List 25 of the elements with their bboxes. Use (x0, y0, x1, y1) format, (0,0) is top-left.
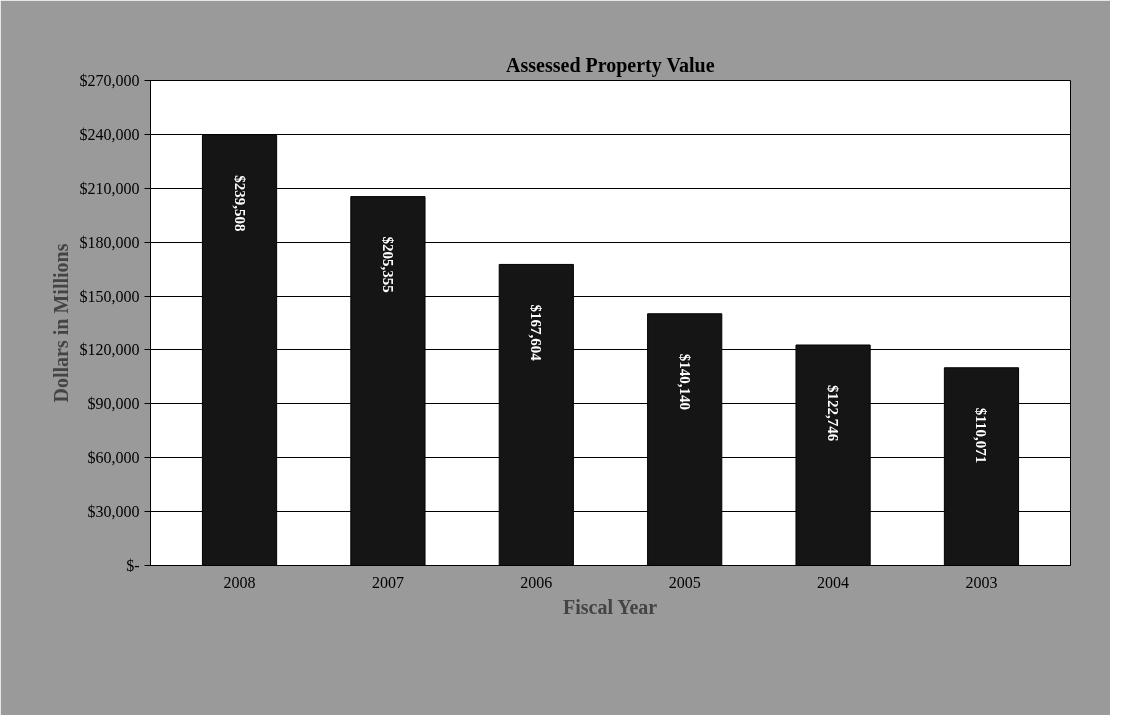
data-label: $239,508 (231, 175, 248, 232)
y-tick-label: $60,000 (87, 449, 140, 467)
x-tick-label: 2006 (520, 573, 553, 591)
x-tick-label: 2008 (223, 573, 256, 591)
data-label: $140,140 (676, 353, 693, 411)
y-tick-label: $90,000 (87, 395, 140, 413)
y-axis-title: Dollars in Millions (49, 243, 72, 403)
data-label: $122,746 (825, 385, 842, 442)
data-label: $205,355 (379, 236, 396, 293)
data-label: $167,604 (528, 304, 545, 362)
data-label: $110,071 (973, 407, 990, 464)
y-tick-label: $120,000 (79, 341, 140, 359)
y-tick-label: $270,000 (79, 72, 140, 89)
y-tick-label: $30,000 (87, 503, 140, 521)
y-tick-label: $150,000 (79, 287, 140, 305)
chart-title: Assessed Property Value (506, 53, 715, 77)
y-tick-label: $180,000 (79, 233, 140, 251)
y-tick-label: $240,000 (79, 125, 140, 143)
y-tick-label: $210,000 (79, 179, 140, 197)
x-tick-label: 2007 (371, 573, 404, 591)
x-tick-label: 2005 (668, 573, 701, 591)
x-axis-title: Fiscal Year (563, 595, 658, 618)
x-tick-label: 2003 (965, 573, 998, 591)
x-tick-label: 2004 (817, 573, 850, 591)
y-tick-label: $- (126, 557, 140, 574)
